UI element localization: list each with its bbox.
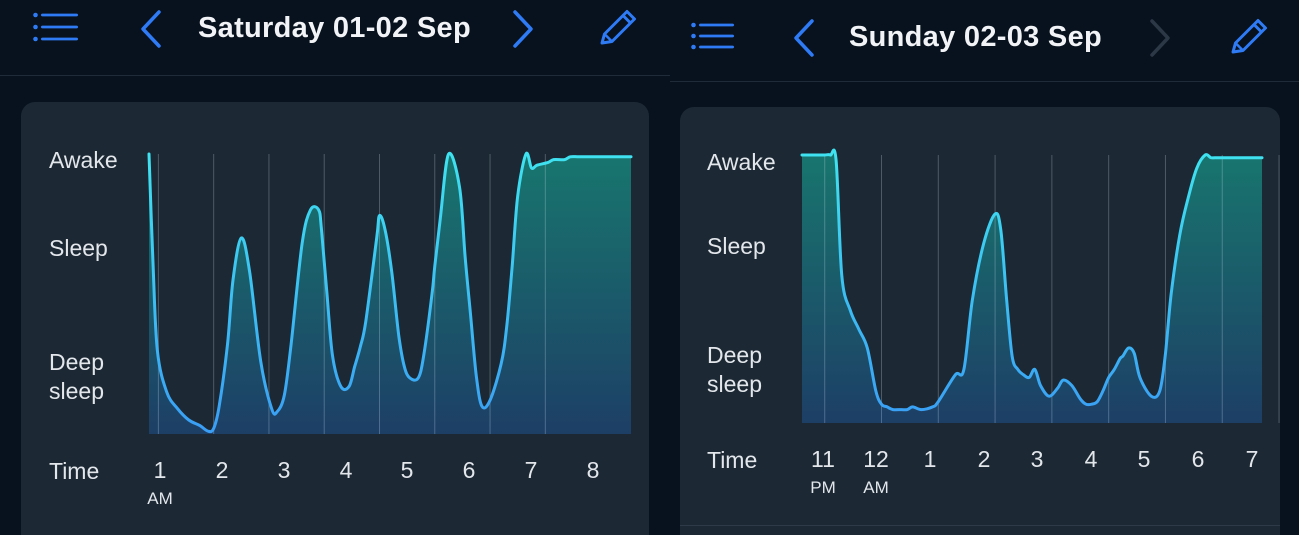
chevron-left-icon[interactable] <box>792 18 816 58</box>
chevron-right-icon <box>1148 18 1172 58</box>
x-tick-label: 3 <box>277 457 291 483</box>
chevron-left-icon[interactable] <box>139 9 163 49</box>
x-tick-label: 4 <box>339 457 353 483</box>
x-tick-label: 8 <box>586 457 600 483</box>
sleep-area-fill <box>802 150 1262 423</box>
y-label-deep-line2: sleep <box>707 371 762 397</box>
x-tick-sublabel: AM <box>863 478 889 497</box>
x-tick-label: 11 <box>811 446 835 472</box>
pencil-icon[interactable] <box>596 6 640 50</box>
card-separator <box>680 525 1280 526</box>
x-tick-sublabel: PM <box>810 478 836 497</box>
x-tick-label: 2 <box>977 446 991 472</box>
header-divider <box>670 81 1299 82</box>
x-tick-label: 5 <box>400 457 414 483</box>
sleep-area-fill <box>149 153 631 435</box>
list-menu-icon[interactable] <box>33 12 79 42</box>
list-menu-icon[interactable] <box>691 22 735 50</box>
sleep-chart-card: Awake Sleep Deep sleep Time 11 PM 12 AM … <box>680 107 1280 535</box>
day-panel-right: Sunday 02-03 Sep Awake Sleep Deep sleep … <box>670 0 1299 535</box>
y-label-deep-line1: Deep <box>49 349 104 375</box>
x-tick-label: 3 <box>1030 446 1044 472</box>
sleep-depth-line <box>800 148 1264 412</box>
header-divider <box>0 75 670 76</box>
sleep-area-chart <box>800 148 1280 423</box>
pencil-icon[interactable] <box>1227 15 1271 59</box>
x-tick-label: 1 <box>923 446 937 472</box>
day-title: Saturday 01-02 Sep <box>198 12 471 44</box>
sleep-chart-card: Awake Sleep Deep sleep Time 1 AM 2 3 4 5… <box>21 102 649 535</box>
x-tick-label: 7 <box>524 457 538 483</box>
x-tick-label: 7 <box>1245 446 1259 472</box>
y-label-awake: Awake <box>49 147 118 173</box>
y-label-sleep: Sleep <box>49 235 108 261</box>
x-tick-label: 5 <box>1137 446 1151 472</box>
chevron-right-icon[interactable] <box>511 9 535 49</box>
day-panel-left: Saturday 01-02 Sep Awake Sleep Deep slee… <box>0 6 670 535</box>
x-tick-label: 6 <box>462 457 476 483</box>
y-label-deep-line1: Deep <box>707 342 762 368</box>
x-tick-label: 1 <box>153 457 167 483</box>
y-label-sleep: Sleep <box>707 233 766 259</box>
y-label-awake: Awake <box>707 149 776 175</box>
x-tick-label: 2 <box>215 457 229 483</box>
sleep-depth-line <box>147 151 633 434</box>
x-tick-label: 12 <box>863 446 889 472</box>
x-tick-sublabel: AM <box>147 489 173 508</box>
y-label-deep-line2: sleep <box>49 378 104 404</box>
x-tick-label: 6 <box>1191 446 1205 472</box>
x-axis-label: Time <box>707 447 758 473</box>
x-axis-label: Time <box>49 458 100 484</box>
day-title: Sunday 02-03 Sep <box>849 21 1103 53</box>
sleep-area-chart <box>147 151 633 435</box>
x-tick-label: 4 <box>1084 446 1098 472</box>
